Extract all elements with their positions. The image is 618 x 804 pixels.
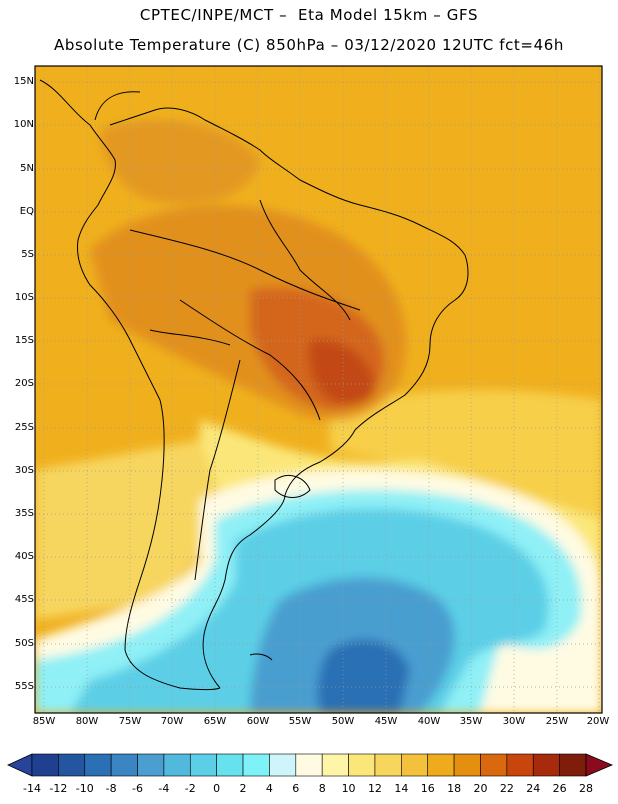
colorbar-label: 28 — [579, 782, 593, 795]
colorbar-cell — [453, 753, 481, 777]
colorbar-label: 16 — [420, 782, 435, 795]
border-2 — [179, 299, 321, 421]
colorbar-cell — [269, 753, 297, 777]
colorbar-low-arrow — [7, 753, 33, 777]
central-america — [94, 91, 141, 121]
colorbar-cell — [559, 753, 587, 777]
field-north-orange — [100, 120, 260, 204]
rio-de-la-plata — [274, 475, 311, 498]
lon-label: 50W — [331, 716, 355, 727]
lon-label: 55W — [288, 716, 312, 727]
lon-label: 65W — [203, 716, 227, 727]
colorbar-cell — [84, 753, 112, 777]
map-title-line-2: Absolute Temperature (C) 850hPa – 03/12/… — [54, 36, 564, 54]
colorbar-label: 18 — [447, 782, 462, 795]
lat-label: 30S — [14, 465, 34, 476]
lat-label: 35S — [14, 508, 34, 519]
colorbar-label: -8 — [105, 782, 117, 795]
colorbar-label: -14 — [23, 782, 41, 795]
colorbar-label: 14 — [394, 782, 409, 795]
lat-label: 15S — [14, 335, 34, 346]
lon-label: 20W — [586, 716, 610, 727]
colorbar-label: -4 — [158, 782, 170, 795]
colorbar-cell — [506, 753, 534, 777]
lat-label: 20S — [14, 378, 34, 389]
colorbar-cell — [374, 753, 402, 777]
map-title-line-1: CPTEC/INPE/MCT – Eta Model 15km – GFS — [139, 6, 479, 24]
colorbar-cell — [480, 753, 508, 777]
east-coast — [109, 107, 469, 689]
border-3 — [194, 359, 241, 581]
colorbar-label: 22 — [499, 782, 514, 795]
colorbar-cell — [427, 753, 455, 777]
colorbar-label: 2 — [239, 782, 247, 795]
colorbar — [7, 753, 614, 777]
colorbar-cell — [31, 753, 59, 777]
graticule — [35, 66, 602, 713]
colorbar-cell — [189, 753, 217, 777]
colorbar-label: 26 — [552, 782, 567, 795]
temperature-field — [35, 66, 602, 713]
border-4 — [149, 329, 231, 346]
border-5 — [259, 199, 351, 321]
colorbar-cell — [348, 753, 376, 777]
west-coast — [39, 79, 221, 690]
colorbar-label: -2 — [184, 782, 196, 795]
colorbar-label: -6 — [132, 782, 143, 795]
colorbar-label: 10 — [341, 782, 356, 795]
lon-label: 85W — [32, 716, 56, 727]
colorbar-cells — [31, 753, 587, 777]
colorbar-cell — [401, 753, 429, 777]
lat-label: 5S — [21, 249, 34, 260]
lat-label: 55S — [14, 681, 34, 692]
falklands — [249, 653, 273, 661]
lat-label: 25S — [14, 422, 34, 433]
colorbar-cell — [242, 753, 270, 777]
colorbar-cell — [295, 753, 323, 777]
colorbar-cell — [216, 753, 244, 777]
lat-label: 10N — [13, 119, 34, 130]
colorbar-label: 24 — [526, 782, 541, 795]
lon-label: 60W — [246, 716, 270, 727]
colorbar-label: 12 — [367, 782, 382, 795]
lon-label: 25W — [545, 716, 569, 727]
colorbar-cell — [110, 753, 138, 777]
lat-label: 45S — [14, 594, 34, 605]
field-pacific-yellow — [35, 440, 230, 620]
lon-label: 75W — [118, 716, 142, 727]
lon-label: 35W — [459, 716, 483, 727]
colorbar-cell — [137, 753, 165, 777]
colorbar-cell — [532, 753, 560, 777]
colorbar-cell — [58, 753, 86, 777]
colorbar-label: -10 — [75, 782, 94, 795]
coastlines — [39, 79, 469, 690]
lon-label: 45W — [374, 716, 398, 727]
lat-label: 15N — [13, 76, 34, 87]
colorbar-label: 20 — [473, 782, 488, 795]
lat-label: 50S — [14, 638, 34, 649]
lat-label: 10S — [14, 292, 34, 303]
colorbar-cell — [163, 753, 191, 777]
lat-label: EQ — [19, 206, 34, 217]
colorbar-label: 8 — [318, 782, 326, 795]
field-hottest-core — [308, 339, 375, 405]
field-deep-blue — [317, 639, 410, 713]
border-1 — [129, 229, 361, 311]
colorbar-label: 6 — [292, 782, 300, 795]
colorbar-label: -12 — [49, 782, 68, 795]
lon-label: 40W — [417, 716, 441, 727]
colorbar-high-arrow — [585, 753, 614, 777]
lon-label: 70W — [160, 716, 184, 727]
lon-label: 80W — [75, 716, 99, 727]
map-frame — [34, 65, 603, 714]
lon-label: 30W — [502, 716, 526, 727]
lat-label: 40S — [14, 551, 34, 562]
colorbar-cell — [321, 753, 349, 777]
colorbar-label: 4 — [265, 782, 273, 795]
lat-label: 5N — [20, 163, 34, 174]
colorbar-label: 0 — [213, 782, 221, 795]
